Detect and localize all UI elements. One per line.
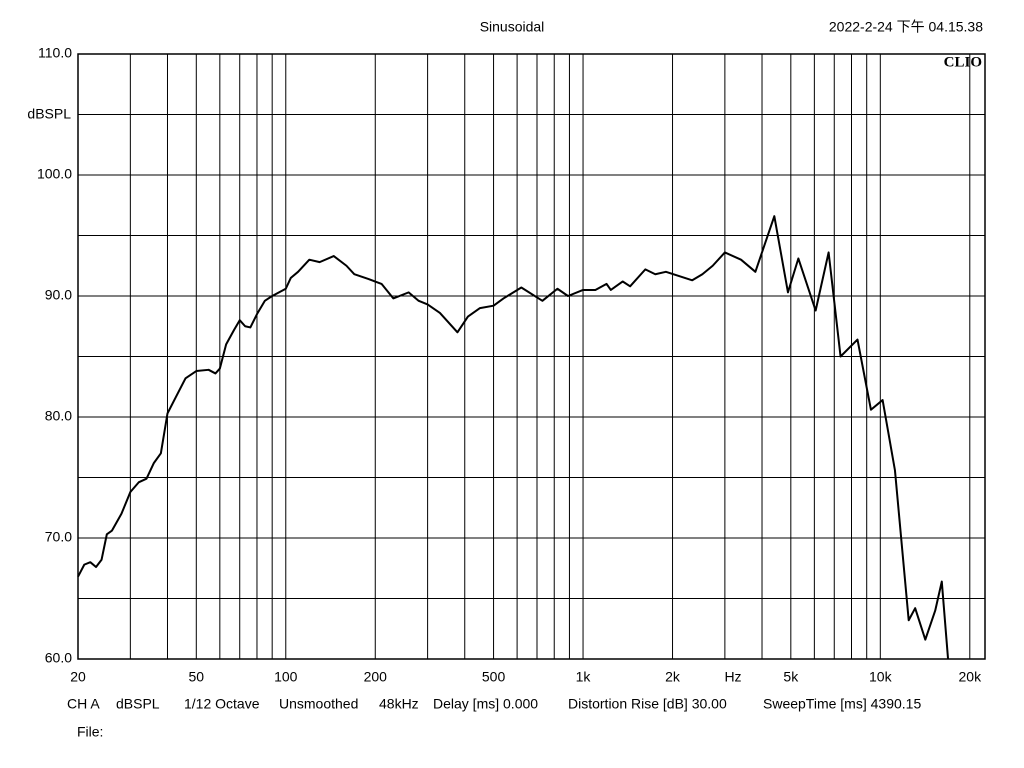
footer-item: Delay [ms] 0.000 [433,696,538,712]
footer-item: dBSPL [116,696,160,712]
y-tick-label: 60.0 [45,650,72,666]
footer-item: 1/12 Octave [184,696,260,712]
x-tick-label: 5k [783,669,799,685]
footer-item: Distortion Rise [dB] 30.00 [568,696,727,712]
chart-title: Sinusoidal [480,19,545,35]
x-tick-label: 100 [274,669,298,685]
footer-item: Unsmoothed [279,696,358,712]
x-tick-label: 2k [665,669,681,685]
footer-item: 48kHz [379,696,419,712]
plot-border [77,53,986,660]
x-tick-label: 1k [576,669,592,685]
x-axis-label: Hz [724,669,741,685]
y-tick-label: 90.0 [45,287,72,303]
y-tick-label: 80.0 [45,408,72,424]
x-tick-label: 20k [959,669,983,685]
footer-item: SweepTime [ms] 4390.15 [763,696,921,712]
x-tick-label: 500 [482,669,506,685]
x-tick-label: 20 [70,669,86,685]
x-tick-label: 50 [189,669,205,685]
x-tick-label: 10k [869,669,893,685]
x-tick-label: 200 [364,669,388,685]
y-tick-label: 70.0 [45,529,72,545]
y-axis-label: dBSPL [27,106,71,122]
response-curve [77,215,950,660]
y-tick-label: 100.0 [37,166,72,182]
timestamp: 2022-2-24 下午 04.15.38 [829,19,983,35]
y-tick-label: 110.0 [38,45,72,61]
brand: CLIO [944,54,982,70]
file-label: File: [77,724,103,740]
footer-item: CH A [67,696,100,712]
